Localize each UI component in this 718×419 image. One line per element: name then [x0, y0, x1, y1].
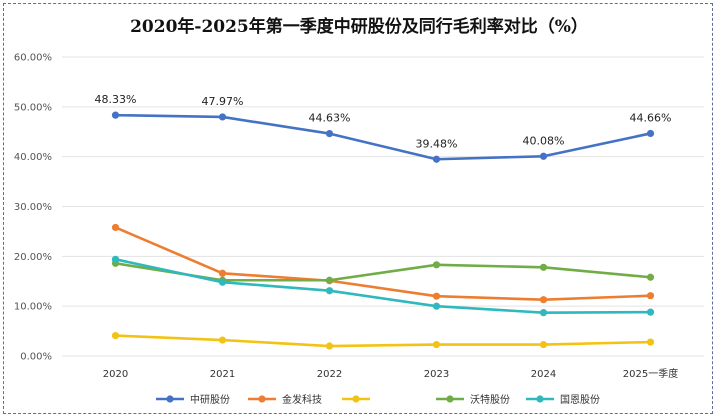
legend-label: 金发科技 — [282, 393, 322, 406]
data-point — [325, 342, 334, 350]
axis-layer: 0.00% 10.00% 20.00% 30.00% 40.00% 50.00% 60.00… — [14, 53, 678, 381]
legend-swatch-marker — [446, 395, 454, 403]
legend-label: 沃特股份 — [470, 394, 510, 406]
data-point — [432, 340, 441, 349]
series-line-2 — [115, 334, 651, 348]
data-point — [646, 273, 655, 281]
series-line-0 — [115, 113, 651, 161]
chart-frame: 2020年-2025年第一季度中研股份及同行毛利率对比（%） 0.00% 10.0… — [3, 3, 713, 414]
y-tick-label: 50.00% — [14, 102, 52, 113]
data-point — [646, 308, 655, 316]
data-point — [432, 261, 441, 269]
data-point — [218, 278, 227, 286]
grid-layer — [62, 56, 704, 357]
data-point — [646, 129, 655, 138]
data-label: 44.66% — [630, 111, 672, 124]
data-point — [218, 113, 227, 121]
data-label: 48.33% — [95, 93, 137, 106]
y-tick-label: 0.00% — [20, 352, 52, 363]
legend-label: 国恩股份 — [560, 394, 600, 406]
data-point — [539, 152, 548, 160]
data-point — [111, 223, 120, 232]
series-line-1 — [114, 226, 651, 301]
legend-swatch-marker — [258, 395, 266, 403]
data-point — [539, 263, 548, 271]
y-tick-label: 10.00% — [14, 302, 52, 313]
data-label-layer: 48.33% 47.97% 44.63% 39.48% 40.08% 44.66% — [95, 93, 672, 150]
data-point — [646, 292, 655, 300]
x-tick-label: 2022 — [317, 369, 342, 380]
data-point — [539, 296, 548, 304]
data-point — [539, 340, 548, 349]
legend-swatch-marker — [166, 395, 174, 403]
x-tick-label: 2024 — [531, 369, 556, 380]
data-point — [432, 302, 441, 310]
x-tick-label: 2020 — [103, 369, 128, 380]
data-point — [539, 309, 548, 317]
x-tick-label: 2023 — [424, 369, 449, 380]
legend-swatch-marker — [352, 395, 360, 403]
data-point — [111, 255, 120, 263]
y-tick-label: 30.00% — [14, 202, 52, 213]
legend-label: 中研股份 — [190, 393, 230, 406]
line-chart: 2020年-2025年第一季度中研股份及同行毛利率对比（%） 0.00% 10.0… — [14, 16, 704, 406]
data-point — [432, 292, 441, 300]
data-label: 47.97% — [202, 95, 244, 108]
data-label: 44.63% — [309, 112, 351, 125]
chart-title: 2020年-2025年第一季度中研股份及同行毛利率对比（%） — [130, 16, 588, 37]
legend: 中研股份 金发科技 沃特股份 国恩股份 — [156, 393, 600, 406]
data-point — [218, 336, 227, 344]
series-layer — [111, 111, 655, 350]
data-label: 40.08% — [523, 134, 565, 147]
data-point — [646, 338, 655, 346]
data-point — [325, 287, 334, 295]
series-line-4 — [115, 258, 651, 314]
y-tick-label: 20.00% — [14, 252, 52, 263]
y-tick-label: 60.00% — [14, 53, 52, 64]
x-tick-label: 2021 — [210, 369, 235, 380]
x-tick-label: 2025一季度 — [623, 367, 678, 380]
y-tick-label: 40.00% — [14, 152, 52, 163]
data-point — [432, 155, 441, 163]
data-point — [111, 111, 120, 119]
data-point — [111, 331, 120, 340]
data-point — [218, 269, 227, 277]
data-point — [325, 129, 334, 138]
data-label: 39.48% — [416, 137, 458, 150]
legend-swatch-marker — [536, 395, 544, 403]
data-point — [325, 276, 334, 284]
